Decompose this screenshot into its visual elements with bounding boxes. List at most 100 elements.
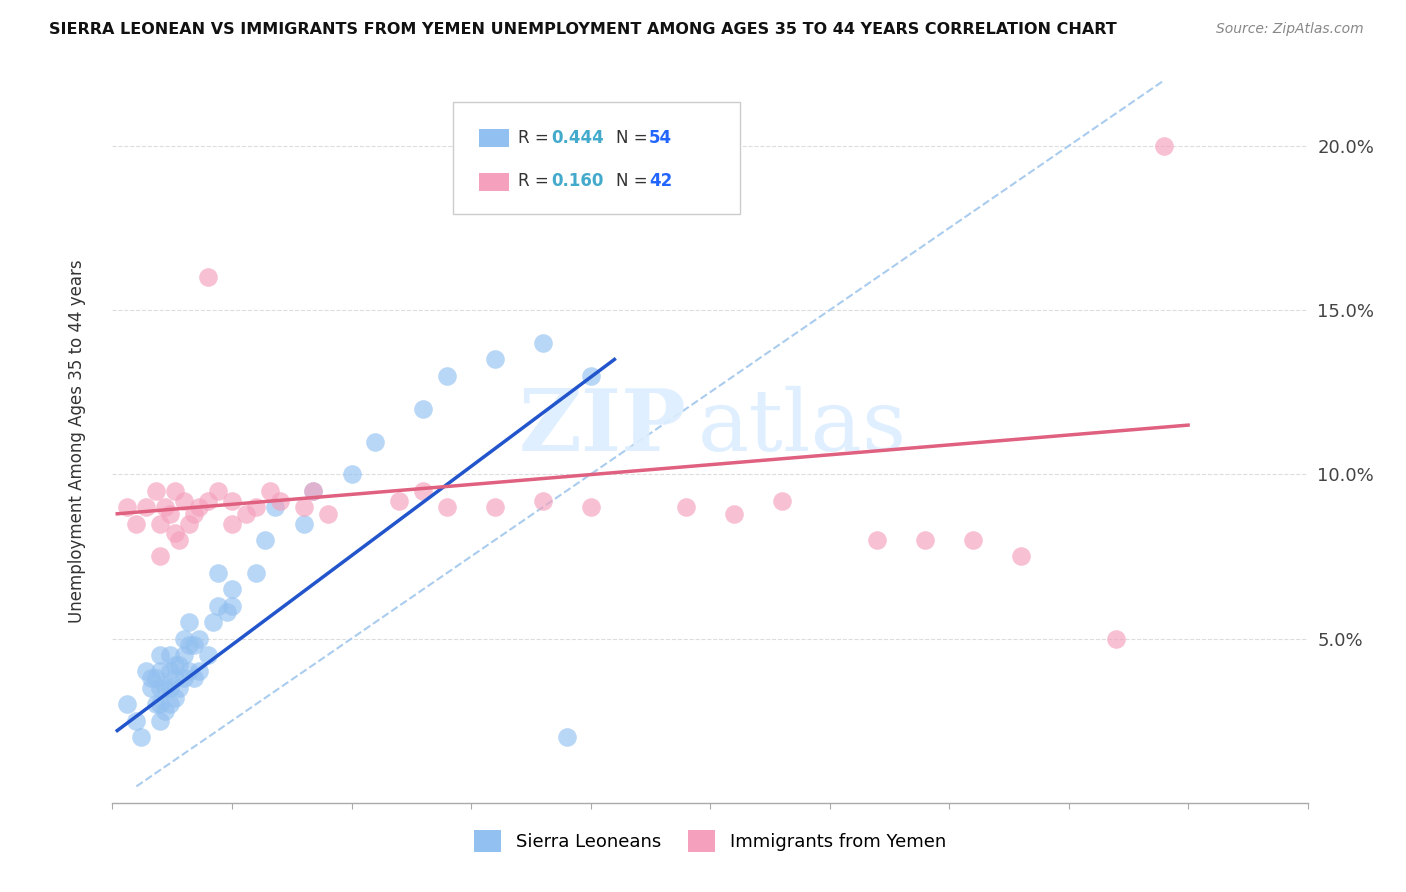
Point [245,500,267,515]
Point [770,493,793,508]
Text: Source: ZipAtlas.com: Source: ZipAtlas.com [1216,22,1364,37]
Point [183,638,205,652]
Point [555,730,578,744]
Point [149,665,172,679]
Point [163,657,186,672]
Point [245,566,267,580]
Point [221,493,243,508]
Point [1010,549,1032,564]
Point [163,526,186,541]
Point [207,599,229,613]
Point [201,615,224,630]
Point [484,352,506,367]
Point [1105,632,1128,646]
Point [221,599,243,613]
Point [129,730,152,744]
Point [153,681,176,695]
Point [866,533,889,547]
Point [388,493,411,508]
Point [264,500,287,515]
Point [177,665,200,679]
Point [302,483,325,498]
Point [292,516,315,531]
Point [145,671,167,685]
Point [412,483,434,498]
Point [163,483,186,498]
Point [139,671,162,685]
Text: 0.160: 0.160 [551,172,603,190]
Point [149,549,172,564]
Point [173,493,195,508]
Point [1153,139,1175,153]
Point [292,500,315,515]
Point [159,698,181,712]
Point [531,336,554,351]
Point [316,507,339,521]
Point [484,500,506,515]
Point [153,500,176,515]
Point [149,648,172,662]
Point [159,665,181,679]
Point [139,681,162,695]
Point [125,714,148,728]
Point [412,401,434,416]
Point [914,533,936,547]
Point [183,507,205,521]
Point [135,500,157,515]
Point [115,500,138,515]
Point [149,714,172,728]
Y-axis label: Unemployment Among Ages 35 to 44 years: Unemployment Among Ages 35 to 44 years [67,260,86,624]
Text: 42: 42 [650,172,672,190]
Text: N =: N = [616,172,652,190]
Text: 54: 54 [650,129,672,147]
Point [302,483,325,498]
Point [221,516,243,531]
Point [259,483,281,498]
Point [163,690,186,705]
Point [149,681,172,695]
Point [207,483,229,498]
Point [169,657,191,672]
Point [145,483,167,498]
Point [221,582,243,597]
Point [177,615,200,630]
Point [149,516,172,531]
Point [115,698,138,712]
Point [364,434,387,449]
Point [163,671,186,685]
Point [235,507,257,521]
Point [173,632,195,646]
Point [197,493,219,508]
FancyBboxPatch shape [453,102,740,214]
Point [169,681,191,695]
Point [197,648,219,662]
Text: ZIP: ZIP [519,385,686,469]
Point [187,632,209,646]
Text: N =: N = [616,129,652,147]
Point [531,493,554,508]
Point [149,698,172,712]
Point [173,671,195,685]
Text: SIERRA LEONEAN VS IMMIGRANTS FROM YEMEN UNEMPLOYMENT AMONG AGES 35 TO 44 YEARS C: SIERRA LEONEAN VS IMMIGRANTS FROM YEMEN … [49,22,1116,37]
Point [217,605,239,619]
Point [159,681,181,695]
Point [145,698,167,712]
Point [173,648,195,662]
Point [675,500,697,515]
Point [169,533,191,547]
Point [187,665,209,679]
Point [340,467,363,482]
Point [177,638,200,652]
Point [183,671,205,685]
Point [436,368,458,383]
Text: 0.444: 0.444 [551,129,603,147]
FancyBboxPatch shape [479,173,509,191]
FancyBboxPatch shape [479,129,509,147]
Point [159,507,181,521]
Legend: Sierra Leoneans, Immigrants from Yemen: Sierra Leoneans, Immigrants from Yemen [467,822,953,859]
Point [159,648,181,662]
Point [723,507,745,521]
Point [579,500,602,515]
Text: atlas: atlas [699,385,907,468]
Point [962,533,984,547]
